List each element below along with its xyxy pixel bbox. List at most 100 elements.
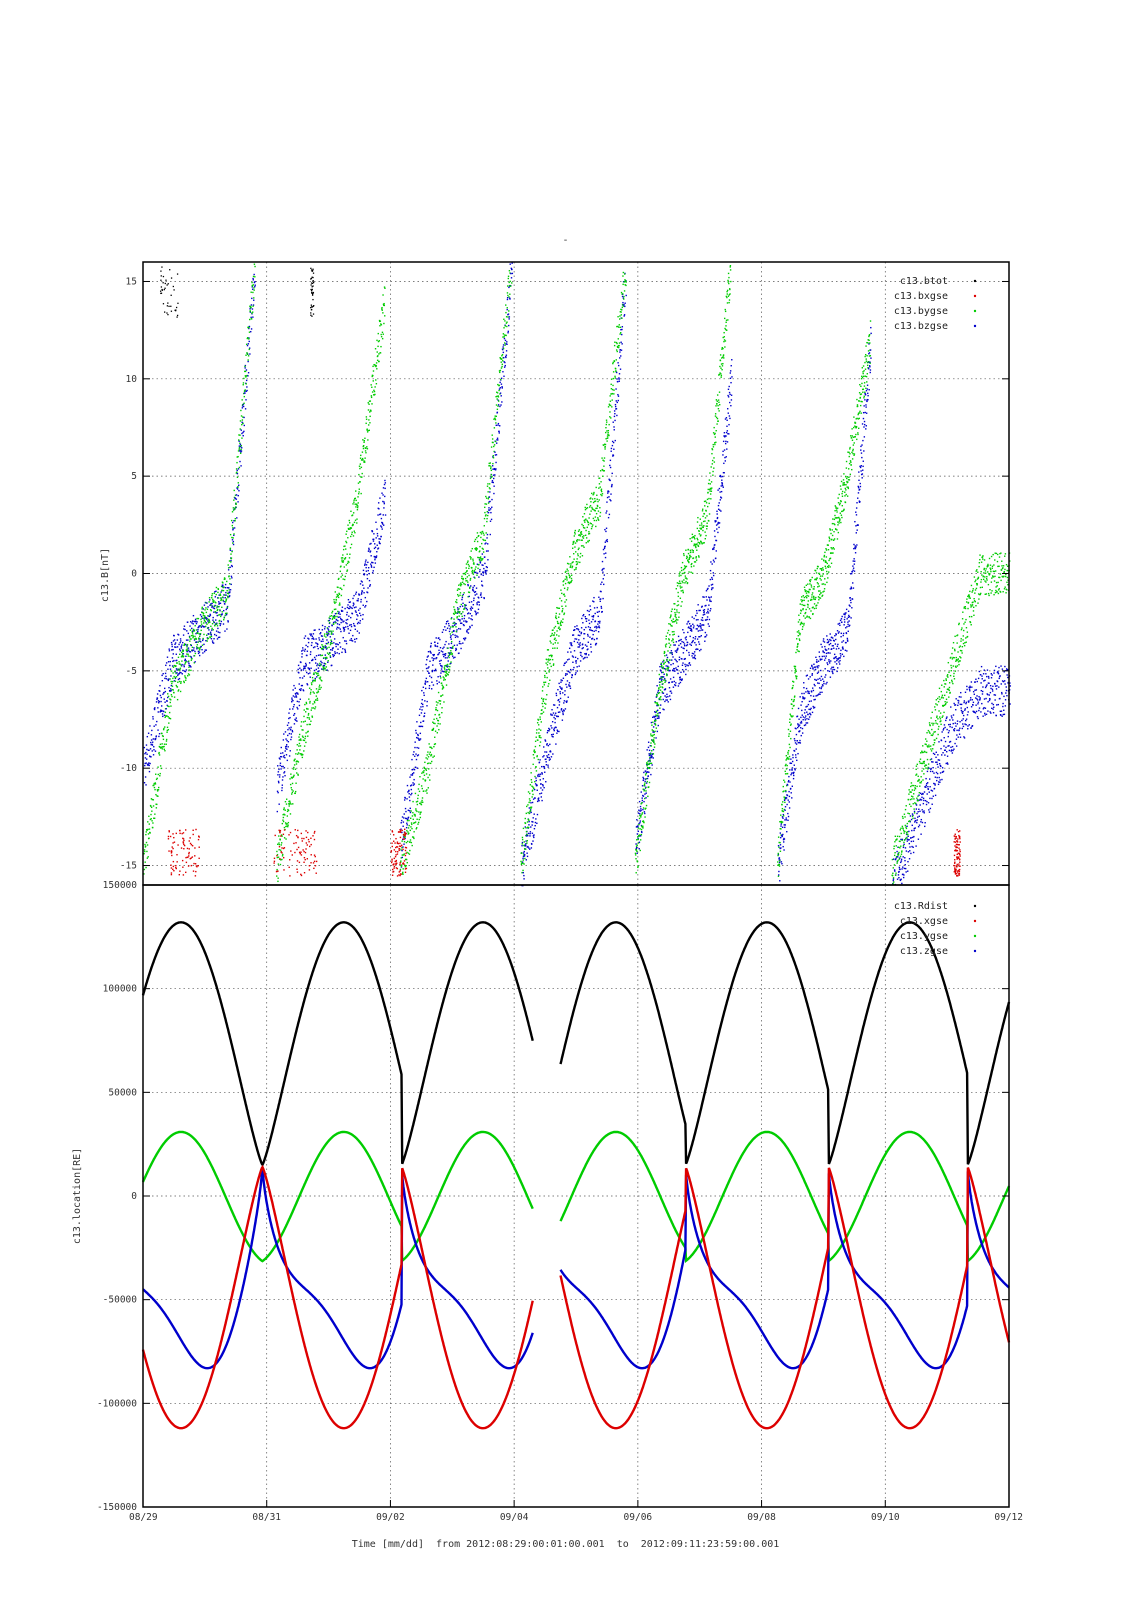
bzgse-point	[708, 597, 711, 599]
bygse-point	[580, 531, 583, 533]
bzgse-point	[533, 834, 535, 836]
bygse-point	[421, 797, 424, 799]
bygse-point	[479, 556, 482, 558]
bygse-point	[227, 592, 230, 595]
bzgse-point	[579, 644, 581, 646]
bzgse-point	[611, 483, 613, 486]
bzgse-point	[580, 651, 582, 654]
bzgse-point	[698, 641, 700, 643]
bygse-point	[469, 587, 471, 589]
bzgse-point	[560, 679, 562, 681]
bzgse-point	[557, 699, 559, 702]
bygse-point	[308, 718, 311, 720]
bzgse-point	[570, 642, 573, 644]
bygse-point	[528, 812, 531, 815]
bzgse-point	[552, 753, 554, 755]
bygse-point	[316, 697, 319, 700]
bygse-point	[242, 384, 244, 386]
bzgse-point	[381, 528, 383, 530]
bzgse-point	[605, 552, 607, 554]
bygse-point	[456, 616, 458, 618]
bygse-point	[476, 574, 478, 576]
bzgse-point	[225, 613, 228, 615]
bygse-point	[358, 488, 360, 490]
bygse-point	[553, 627, 555, 629]
bzgse-point	[429, 646, 432, 648]
bygse-point	[156, 790, 159, 792]
bzgse-point	[336, 652, 338, 654]
bzgse-point	[598, 626, 601, 629]
bzgse-point	[443, 655, 445, 658]
bzgse-point	[480, 593, 482, 596]
bzgse-point	[580, 632, 582, 635]
bzgse-point	[423, 715, 426, 717]
bzgse-point	[236, 487, 238, 489]
bygse-point	[468, 574, 470, 577]
bygse-point	[566, 589, 569, 591]
bzgse-point	[203, 650, 206, 653]
bzgse-point	[361, 592, 363, 594]
bzgse-point	[648, 754, 651, 757]
bygse-point	[226, 589, 228, 592]
bygse-point	[197, 647, 199, 649]
bygse-point	[676, 585, 679, 587]
bygse-point	[285, 803, 288, 805]
bygse-point	[695, 559, 698, 561]
bzgse-point	[218, 603, 220, 605]
bygse-point	[597, 519, 600, 521]
bzgse-point	[191, 627, 193, 630]
bzgse-point	[215, 630, 218, 632]
bzgse-point	[206, 602, 208, 604]
bygse-point	[455, 601, 457, 603]
bzgse-point	[418, 739, 421, 741]
bygse-point	[248, 338, 250, 340]
bzgse-point	[368, 572, 370, 575]
bzgse-point	[426, 656, 429, 658]
bygse-point	[691, 562, 693, 565]
bzgse-point	[466, 609, 469, 611]
bygse-point	[544, 674, 546, 677]
bzgse-point	[306, 683, 308, 685]
bzgse-point	[188, 635, 191, 638]
bzgse-point	[344, 651, 347, 654]
bygse-point	[564, 582, 567, 585]
bzgse-point	[181, 663, 183, 666]
bzgse-point	[666, 656, 669, 659]
bzgse-point	[240, 465, 242, 467]
bygse-point	[552, 647, 554, 649]
bygse-point	[411, 815, 414, 817]
bygse-point	[608, 434, 610, 437]
bzgse-point	[525, 843, 527, 845]
bzgse-point	[354, 610, 357, 612]
bygse-point	[172, 677, 174, 680]
bzgse-point	[220, 620, 223, 623]
bzgse-point	[218, 594, 220, 596]
bzgse-point	[533, 836, 535, 839]
bzgse-point	[231, 565, 233, 568]
bygse-point	[415, 828, 417, 830]
bzgse-point	[537, 775, 539, 778]
bygse-point	[685, 565, 688, 568]
bzgse-point	[220, 591, 222, 593]
bzgse-point	[355, 606, 357, 608]
bzgse-point	[536, 813, 539, 816]
bygse-point	[381, 309, 383, 311]
bygse-point	[564, 595, 566, 597]
bygse-point	[284, 814, 286, 816]
bygse-point	[439, 716, 441, 719]
bygse-point	[194, 652, 197, 655]
bzgse-point	[151, 741, 154, 743]
bygse-point	[529, 784, 532, 786]
bzgse-point	[380, 517, 383, 520]
bygse-point	[577, 561, 579, 563]
bzgse-point	[309, 653, 312, 656]
bygse-point	[589, 498, 591, 500]
bygse-point	[548, 669, 551, 671]
bzgse-point	[647, 746, 650, 749]
bygse-point	[612, 362, 614, 365]
bygse-point	[588, 533, 590, 535]
bygse-point	[226, 612, 228, 614]
bzgse-point	[613, 429, 615, 431]
bygse-point	[699, 518, 702, 520]
bygse-point	[497, 405, 499, 407]
